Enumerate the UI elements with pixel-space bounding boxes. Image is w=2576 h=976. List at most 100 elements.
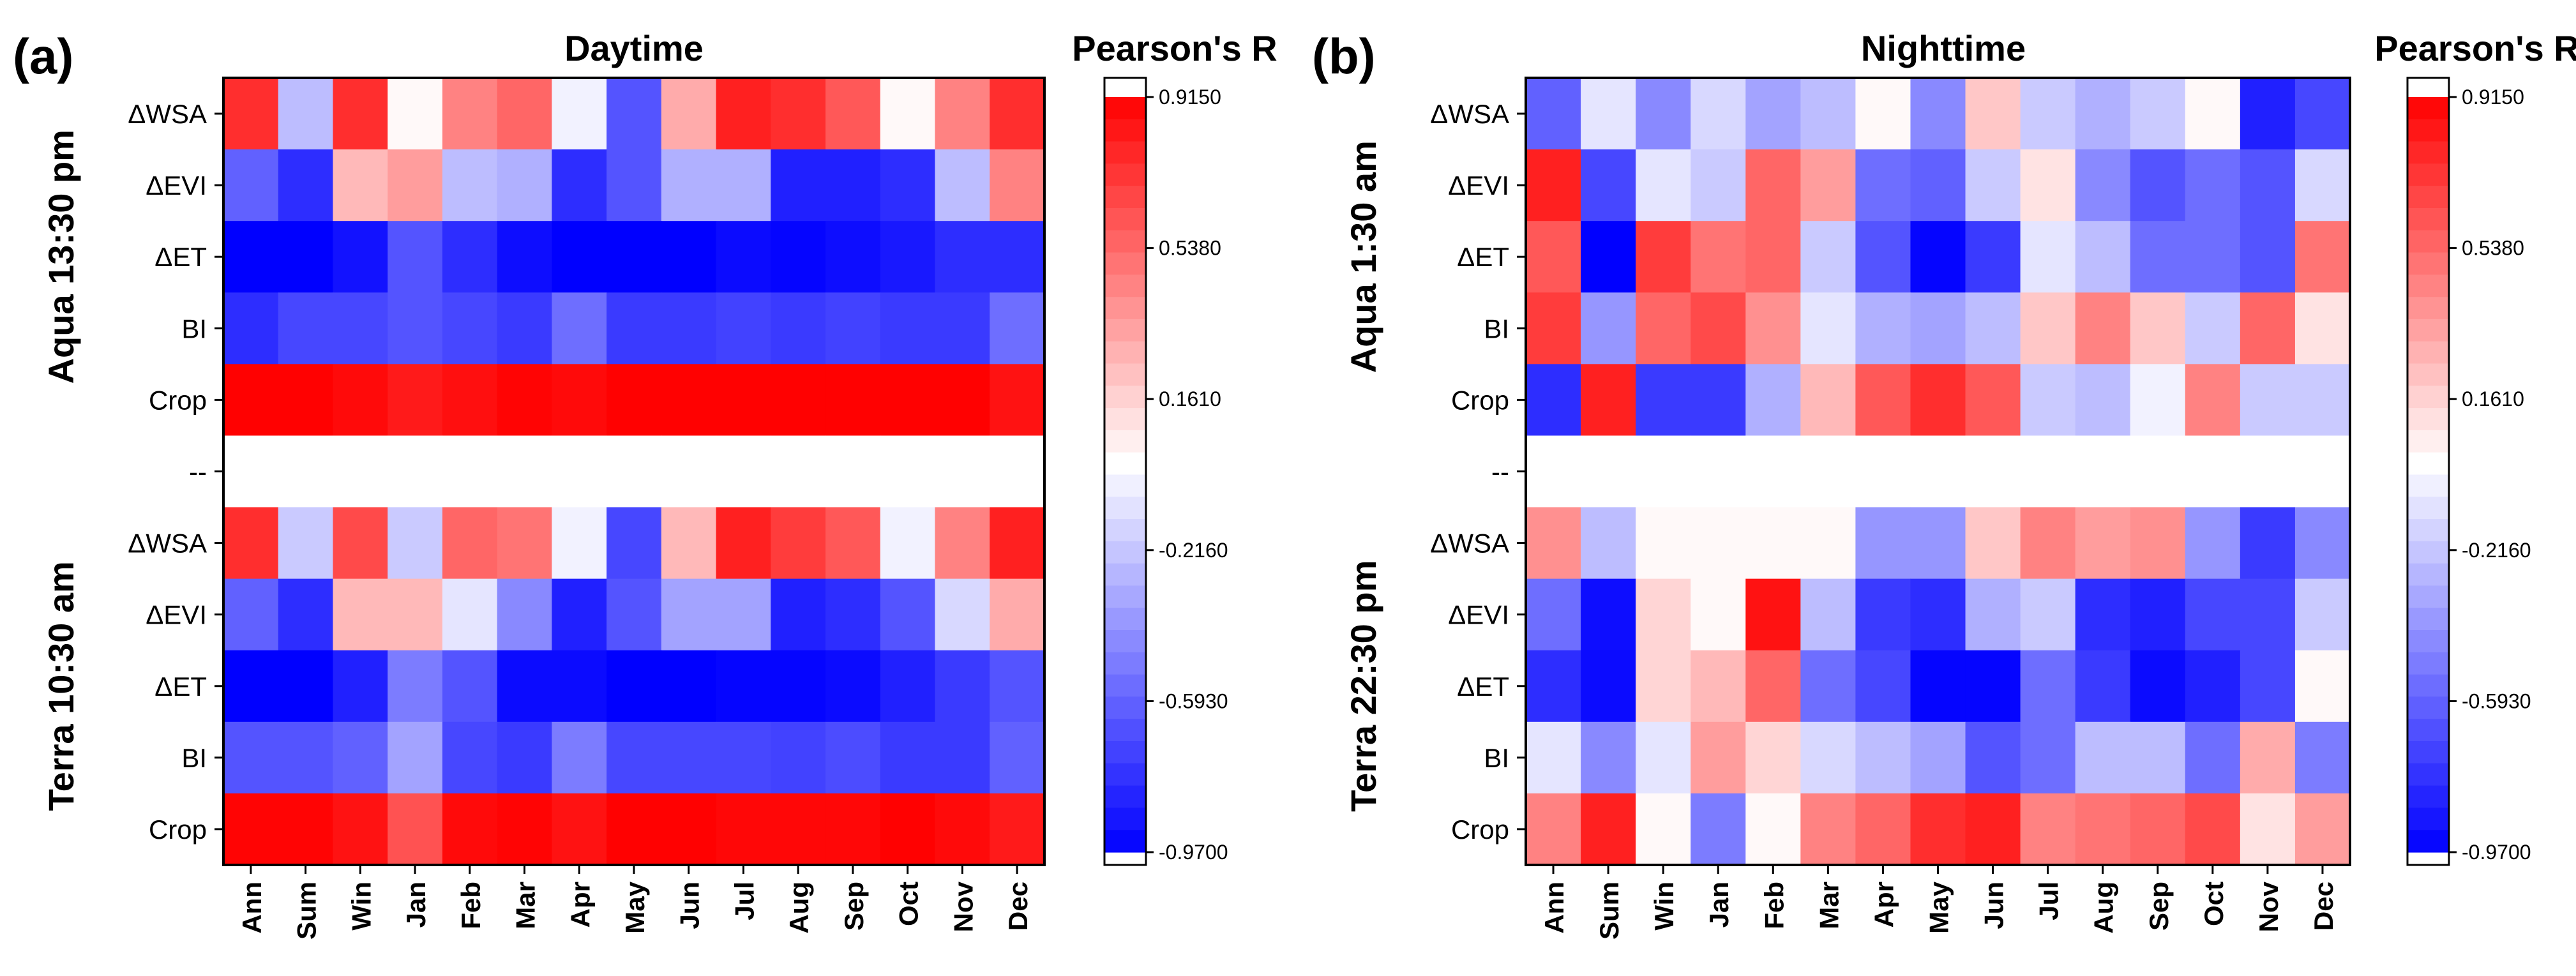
colorbar-segment <box>2407 696 2449 719</box>
heatmap-cell <box>1910 435 1966 508</box>
colorbar-segment <box>2407 363 2449 386</box>
chart-title-b: Nighttime <box>1861 28 2026 68</box>
heatmap-cell <box>497 650 552 723</box>
heatmap-cell <box>2294 507 2351 580</box>
heatmap-cell <box>1965 364 2021 437</box>
heatmap-cell <box>880 507 936 580</box>
heatmap-cell <box>2020 78 2076 150</box>
panel-label-a: (a) <box>13 28 73 84</box>
group-labels-b: Aqua 1:30 am Terra 22:30 pm <box>1343 140 1383 812</box>
heatmap-cell <box>1745 292 1801 364</box>
colorbar-segment <box>1104 186 1146 209</box>
colorbar-segment <box>1104 652 1146 675</box>
colorbar-tick-label: 0.9150 <box>2462 86 2524 109</box>
heatmap-cell <box>990 78 1045 150</box>
x-tick-label: Sum <box>1594 882 1624 940</box>
heatmap-cell <box>606 507 662 580</box>
heatmap-cell <box>1855 650 1911 723</box>
colorbar-segment <box>1104 363 1146 386</box>
colorbar-segment <box>2407 452 2449 476</box>
y-tick-label: ΔEVI <box>1448 170 1509 200</box>
y-tick-label: Crop <box>1451 815 1509 845</box>
y-tick-label: ΔEVI <box>146 170 207 200</box>
heatmap-cell <box>1691 578 1746 651</box>
colorbar-tick-label: 0.1610 <box>1159 387 1221 410</box>
heatmap-cell <box>1965 793 2021 866</box>
colorbar-title-a: Pearson's R <box>1072 28 1277 68</box>
colorbar-segment <box>1104 141 1146 164</box>
heatmap-cell <box>1581 793 1636 866</box>
heatmap-cell <box>2020 507 2076 580</box>
heatmap-cell <box>2240 507 2296 580</box>
colorbar-segment <box>1104 230 1146 253</box>
heatmap-cell <box>661 364 717 437</box>
heatmap-cell <box>1691 292 1746 364</box>
heatmap-cell <box>278 435 334 508</box>
heatmap-cell <box>2240 292 2296 364</box>
heatmap-cell <box>2075 650 2131 723</box>
heatmap-cell <box>716 78 771 150</box>
colorbar-segment <box>2407 474 2449 497</box>
heatmap-cell <box>1745 578 1801 651</box>
heatmap-cell <box>935 578 990 651</box>
heatmap-cell <box>1855 435 1911 508</box>
heatmap-cell <box>1526 507 1581 580</box>
heatmap-cells-b <box>1526 78 2351 866</box>
heatmap-cell <box>990 650 1045 723</box>
heatmap-cell <box>990 221 1045 293</box>
heatmap-cell <box>1855 149 1911 221</box>
colorbar-cap <box>1104 78 1146 97</box>
plot-frame-b <box>1525 77 2351 866</box>
heatmap-cell <box>278 364 334 437</box>
colorbar-segment <box>2407 274 2449 297</box>
heatmap-cell <box>333 78 388 150</box>
heatmap-cell <box>552 793 607 866</box>
heatmap-cell <box>880 435 936 508</box>
colorbar-segment <box>1104 297 1146 320</box>
heatmap-cell <box>1581 292 1636 364</box>
heatmap-cell <box>1636 221 1691 293</box>
colorbar-tick-label: 0.1610 <box>2462 387 2524 410</box>
heatmap-cell <box>661 578 717 651</box>
colorbar-segment <box>2407 785 2449 809</box>
heatmap-cell <box>935 650 990 723</box>
heatmap-cell <box>1800 650 1856 723</box>
heatmap-cell <box>1965 578 2021 651</box>
heatmap-cell <box>606 78 662 150</box>
heatmap-cell <box>935 793 990 866</box>
heatmap-cell <box>1691 507 1746 580</box>
heatmap-cell <box>880 793 936 866</box>
heatmap-cell <box>1855 78 1911 150</box>
heatmap-cell <box>2240 364 2296 437</box>
colorbar-segment <box>1104 630 1146 653</box>
heatmap-cell <box>1581 435 1636 508</box>
heatmap-cell <box>2075 435 2131 508</box>
colorbar-segment <box>1104 452 1146 476</box>
heatmap-cell <box>2294 650 2351 723</box>
heatmap-cell <box>1910 292 1966 364</box>
heatmap-cell <box>497 578 552 651</box>
heatmap-cell <box>606 578 662 651</box>
heatmap-cell <box>388 578 443 651</box>
heatmap-cell <box>2185 78 2241 150</box>
heatmap-cell <box>2020 149 2076 221</box>
heatmap-cell <box>2130 435 2186 508</box>
x-tick-label: Aug <box>2089 882 2119 934</box>
heatmap-cell <box>1965 650 2021 723</box>
heatmap-cell <box>223 292 279 364</box>
x-tick-label: Aug <box>784 882 814 934</box>
colorbar-segment <box>1104 830 1146 853</box>
heatmap-cell <box>2185 721 2241 794</box>
heatmap-cell <box>661 78 717 150</box>
heatmap-cell <box>880 650 936 723</box>
group-labels-a: Aqua 13:30 pm Terra 10:30 am <box>41 130 81 811</box>
heatmap-cell <box>552 507 607 580</box>
heatmap-cell <box>1800 578 1856 651</box>
heatmap-cell <box>1636 650 1691 723</box>
heatmap-cell <box>1636 364 1691 437</box>
heatmap-cell <box>2185 221 2241 293</box>
colorbar-tick-label: 0.5380 <box>2462 237 2524 260</box>
heatmap-cell <box>388 650 443 723</box>
colorbar-segment <box>1104 97 1146 120</box>
colorbar-cap <box>1104 852 1146 865</box>
